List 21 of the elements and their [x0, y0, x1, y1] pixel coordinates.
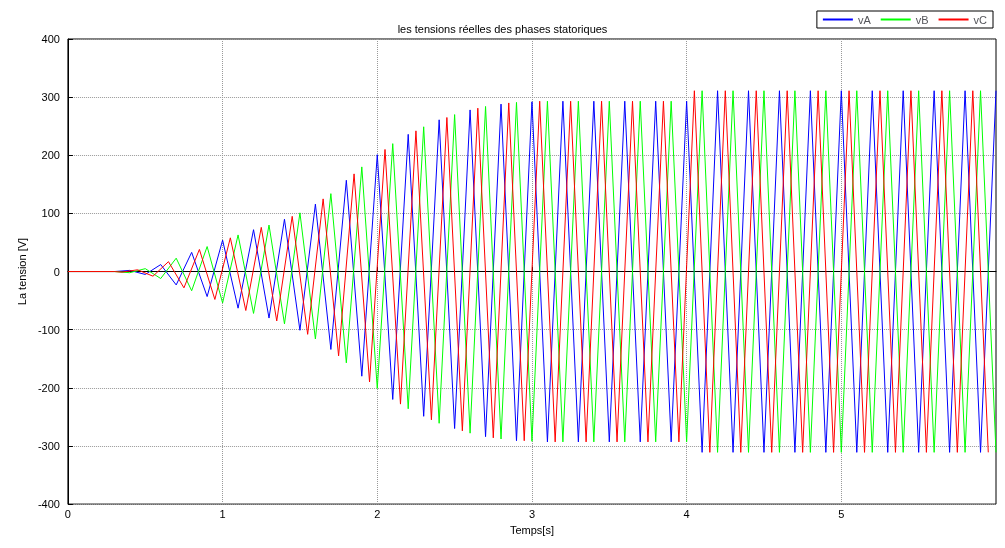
- y-axis-title: La tension [V]: [15, 237, 28, 306]
- x-tick-label: 5: [838, 507, 845, 520]
- x-tick-label: 4: [683, 507, 690, 520]
- x-axis-title: Temps[s]: [509, 523, 554, 536]
- chart-title: les tensions réelles des phases statoriques: [397, 22, 608, 35]
- y-tick-label: -400: [37, 498, 60, 511]
- y-tick-label: 300: [41, 91, 60, 104]
- x-tick-label: 1: [219, 507, 226, 520]
- y-tick-label: 200: [41, 149, 60, 162]
- y-tick-label: -300: [37, 439, 60, 452]
- y-tick-label: 0: [53, 265, 60, 278]
- x-tick-label: 0: [64, 507, 71, 520]
- legend-label: vA: [857, 13, 872, 26]
- y-tick-label: 400: [41, 33, 60, 45]
- legend-label: vC: [973, 13, 988, 26]
- x-tick-label: 3: [528, 507, 536, 520]
- x-tick-label: 2: [374, 507, 381, 520]
- y-tick-label: -200: [37, 381, 60, 394]
- y-tick-label: 100: [41, 207, 60, 220]
- y-tick-label: -100: [37, 323, 60, 336]
- legend-label: vB: [915, 13, 929, 26]
